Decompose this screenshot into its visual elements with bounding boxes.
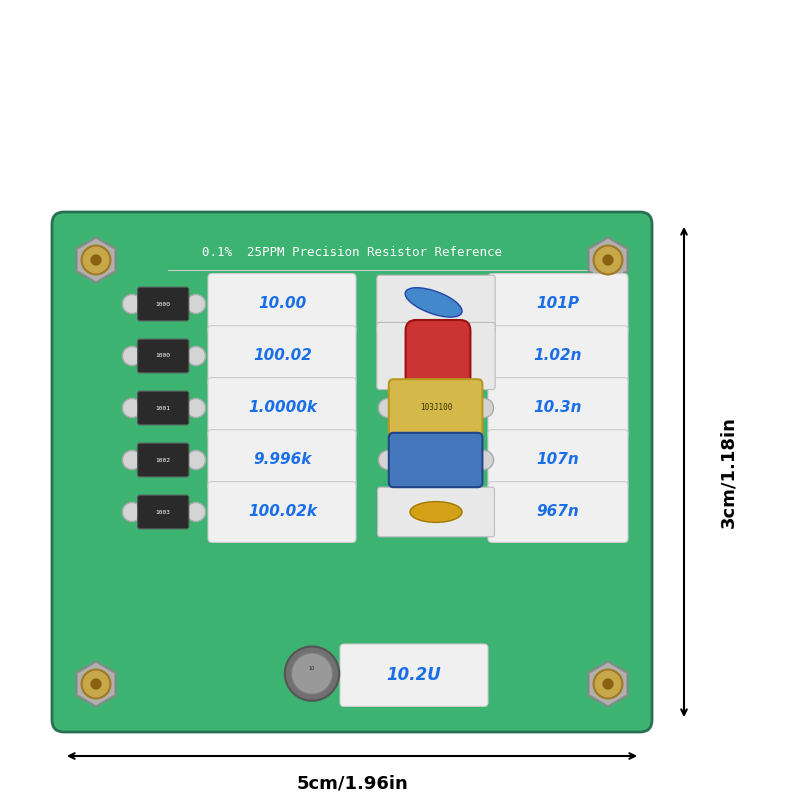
Circle shape bbox=[122, 450, 142, 470]
Text: 1000: 1000 bbox=[156, 302, 170, 306]
Circle shape bbox=[122, 398, 142, 418]
Polygon shape bbox=[589, 238, 627, 282]
FancyBboxPatch shape bbox=[52, 212, 652, 732]
FancyBboxPatch shape bbox=[138, 391, 189, 425]
Circle shape bbox=[498, 450, 518, 470]
Circle shape bbox=[82, 670, 110, 698]
Text: 103J100: 103J100 bbox=[420, 403, 452, 413]
Text: 100.02k: 100.02k bbox=[248, 505, 317, 519]
Circle shape bbox=[594, 670, 622, 698]
Text: 1.0000k: 1.0000k bbox=[248, 401, 317, 415]
Circle shape bbox=[378, 502, 398, 522]
Circle shape bbox=[498, 346, 518, 366]
FancyBboxPatch shape bbox=[488, 274, 628, 334]
Circle shape bbox=[90, 678, 102, 690]
Text: 1003: 1003 bbox=[156, 510, 170, 514]
Circle shape bbox=[378, 346, 398, 366]
FancyBboxPatch shape bbox=[488, 482, 628, 542]
Text: 10.2U: 10.2U bbox=[386, 666, 441, 684]
Circle shape bbox=[498, 502, 518, 522]
FancyBboxPatch shape bbox=[138, 339, 189, 373]
Circle shape bbox=[90, 254, 102, 266]
FancyBboxPatch shape bbox=[389, 433, 482, 487]
Circle shape bbox=[594, 246, 622, 274]
Circle shape bbox=[186, 502, 206, 522]
Circle shape bbox=[474, 346, 494, 366]
Text: 10.00: 10.00 bbox=[258, 297, 306, 311]
Text: 3cm/1.18in: 3cm/1.18in bbox=[719, 416, 737, 528]
FancyBboxPatch shape bbox=[208, 326, 356, 386]
Circle shape bbox=[186, 450, 206, 470]
Text: 10: 10 bbox=[309, 666, 315, 670]
Circle shape bbox=[186, 398, 206, 418]
Text: 9.996k: 9.996k bbox=[254, 453, 311, 467]
Text: 1000: 1000 bbox=[156, 354, 170, 358]
FancyBboxPatch shape bbox=[488, 326, 628, 386]
Ellipse shape bbox=[410, 502, 462, 522]
FancyBboxPatch shape bbox=[377, 322, 495, 390]
Circle shape bbox=[554, 450, 574, 470]
FancyBboxPatch shape bbox=[389, 379, 482, 437]
Circle shape bbox=[291, 653, 333, 694]
FancyBboxPatch shape bbox=[138, 287, 189, 321]
FancyBboxPatch shape bbox=[340, 644, 488, 706]
FancyBboxPatch shape bbox=[488, 430, 628, 490]
FancyBboxPatch shape bbox=[208, 430, 356, 490]
Ellipse shape bbox=[405, 288, 462, 317]
FancyBboxPatch shape bbox=[208, 274, 356, 334]
Polygon shape bbox=[77, 238, 115, 282]
Circle shape bbox=[554, 346, 574, 366]
Circle shape bbox=[554, 294, 574, 314]
Text: 1001: 1001 bbox=[156, 406, 170, 410]
Text: 967n: 967n bbox=[536, 505, 579, 519]
Circle shape bbox=[474, 502, 494, 522]
Text: 100.02: 100.02 bbox=[253, 349, 312, 363]
Circle shape bbox=[378, 398, 398, 418]
Circle shape bbox=[474, 294, 494, 314]
Circle shape bbox=[554, 398, 574, 418]
Text: 107n: 107n bbox=[536, 453, 579, 467]
Text: 101P: 101P bbox=[536, 297, 579, 311]
Circle shape bbox=[122, 346, 142, 366]
Circle shape bbox=[602, 678, 614, 690]
FancyBboxPatch shape bbox=[208, 378, 356, 438]
Circle shape bbox=[498, 294, 518, 314]
Circle shape bbox=[122, 294, 142, 314]
FancyBboxPatch shape bbox=[378, 487, 494, 537]
FancyBboxPatch shape bbox=[138, 443, 189, 477]
Text: 1.02n: 1.02n bbox=[534, 349, 582, 363]
Circle shape bbox=[186, 346, 206, 366]
FancyBboxPatch shape bbox=[208, 482, 356, 542]
Polygon shape bbox=[589, 662, 627, 706]
Circle shape bbox=[474, 398, 494, 418]
Circle shape bbox=[82, 246, 110, 274]
Circle shape bbox=[498, 398, 518, 418]
Text: 0.1%  25PPM Precision Resistor Reference: 0.1% 25PPM Precision Resistor Reference bbox=[202, 246, 502, 258]
FancyBboxPatch shape bbox=[406, 320, 470, 392]
Circle shape bbox=[554, 502, 574, 522]
Circle shape bbox=[122, 502, 142, 522]
FancyBboxPatch shape bbox=[377, 275, 495, 333]
Circle shape bbox=[285, 646, 339, 701]
Text: 1002: 1002 bbox=[156, 458, 170, 462]
Text: 10.3n: 10.3n bbox=[534, 401, 582, 415]
Polygon shape bbox=[77, 662, 115, 706]
Circle shape bbox=[378, 450, 398, 470]
Circle shape bbox=[378, 294, 398, 314]
Text: 5cm/1.96in: 5cm/1.96in bbox=[296, 775, 408, 793]
Circle shape bbox=[186, 294, 206, 314]
Circle shape bbox=[602, 254, 614, 266]
Circle shape bbox=[474, 450, 494, 470]
FancyBboxPatch shape bbox=[488, 378, 628, 438]
FancyBboxPatch shape bbox=[138, 495, 189, 529]
